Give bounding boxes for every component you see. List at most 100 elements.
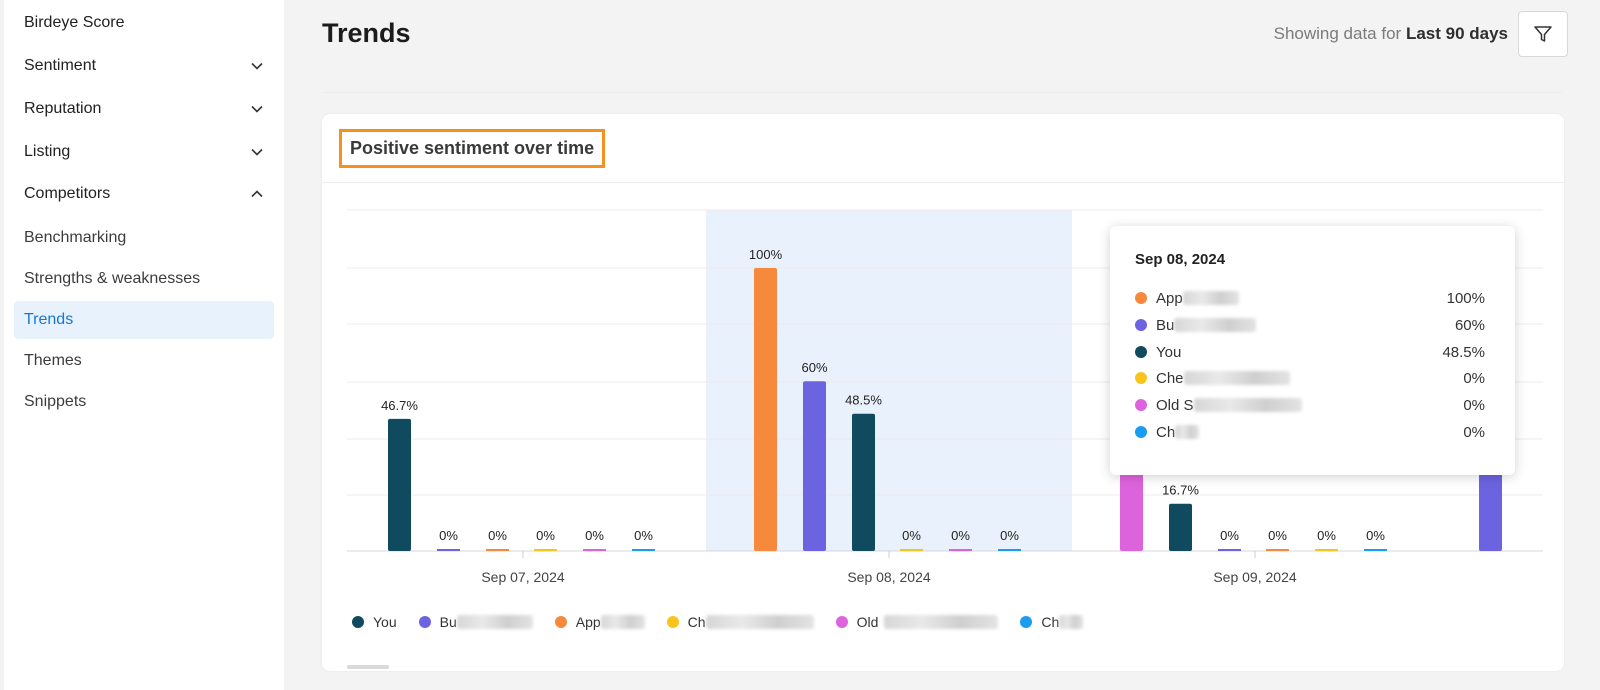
legend-item-you[interactable]: You — [352, 614, 397, 630]
subnav-label: Strengths & weaknesses — [24, 270, 201, 287]
bar[interactable] — [1266, 549, 1289, 551]
tooltip-dot — [1135, 399, 1147, 411]
legend-item-app[interactable]: App — [554, 614, 645, 630]
bar[interactable] — [1169, 503, 1192, 551]
redacted-text — [1193, 398, 1302, 412]
tooltip-series: App — [1156, 289, 1183, 307]
nav-label: Sentiment — [24, 57, 97, 74]
data-label: 0% — [585, 528, 604, 543]
bar[interactable] — [486, 549, 509, 551]
nav-sentiment[interactable]: Sentiment — [24, 53, 264, 79]
nav-label: Birdeye Score — [24, 14, 125, 31]
bar[interactable] — [632, 549, 655, 551]
legend-label: You — [373, 614, 397, 630]
header-divider — [322, 92, 1562, 93]
legend-dot — [554, 616, 567, 628]
nav-birdeye-score[interactable]: Birdeye Score — [24, 10, 264, 36]
legend-label: App — [575, 614, 601, 630]
tooltip-series: You — [1156, 343, 1182, 361]
bar[interactable] — [583, 549, 606, 551]
tooltip-series: Che — [1156, 369, 1184, 387]
redacted-text — [1059, 615, 1084, 629]
legend-dot — [352, 616, 364, 628]
bar[interactable] — [534, 549, 557, 551]
chevron-down-icon — [251, 62, 263, 70]
x-tick-label: Sep 09, 2024 — [1213, 569, 1297, 585]
tooltip-dot — [1135, 292, 1147, 304]
bar[interactable] — [803, 381, 826, 551]
nav-reputation[interactable]: Reputation — [24, 96, 264, 122]
data-label: 0% — [1366, 528, 1385, 543]
subnav-label: Benchmarking — [24, 229, 127, 246]
redacted-text — [884, 615, 999, 629]
data-label: 0% — [536, 528, 555, 543]
redacted-text — [1174, 318, 1257, 332]
tooltip-dot — [1135, 426, 1147, 438]
chevron-down-icon — [251, 105, 263, 113]
nav-label: Reputation — [24, 100, 102, 117]
bar[interactable] — [1364, 549, 1387, 551]
nav-label: Listing — [24, 143, 71, 160]
card-divider — [322, 182, 1564, 183]
subnav-strengths-weaknesses[interactable]: Strengths & weaknesses — [14, 260, 274, 298]
tooltip-value: 0% — [1463, 396, 1485, 414]
bar[interactable] — [900, 549, 923, 551]
tooltip-row: Ch 0% — [1135, 422, 1485, 442]
range-prefix: Showing data for — [1273, 24, 1402, 43]
tooltip-row: Che 0% — [1135, 368, 1485, 388]
nav-listing[interactable]: Listing — [24, 139, 264, 165]
tooltip-row: Bu 60% — [1135, 315, 1485, 335]
data-label: 60% — [801, 360, 827, 375]
legend-item-ch[interactable]: Ch — [1020, 614, 1084, 630]
redacted-text — [456, 615, 533, 629]
tooltip-value: 48.5% — [1442, 343, 1485, 361]
legend-dot — [1020, 616, 1033, 628]
subnav-snippets[interactable]: Snippets — [14, 383, 274, 421]
subnav-benchmarking[interactable]: Benchmarking — [14, 219, 274, 257]
data-label: 48.5% — [845, 393, 882, 408]
bar[interactable] — [998, 549, 1021, 551]
subnav-label: Snippets — [24, 393, 87, 410]
tooltip-value: 0% — [1463, 423, 1485, 441]
data-label: 0% — [951, 528, 970, 543]
main-content: Trends Showing data for Last 90 days Pos… — [284, 0, 1600, 690]
subnav-themes[interactable]: Themes — [14, 342, 274, 380]
tooltip-series: Bu — [1156, 316, 1175, 334]
tooltip-dot — [1135, 346, 1147, 358]
range-value: Last 90 days — [1405, 24, 1508, 43]
legend-dot — [418, 616, 431, 628]
bar[interactable] — [754, 268, 777, 551]
page-title: Trends — [322, 18, 411, 48]
data-label: 46.7% — [381, 398, 418, 413]
redacted-text — [1183, 371, 1290, 385]
legend-label: Old — [856, 614, 879, 630]
subnav-label: Trends — [24, 311, 74, 328]
data-label: 16.7% — [1162, 483, 1199, 498]
bar[interactable] — [949, 549, 972, 551]
tooltip-date: Sep 08, 2024 — [1135, 251, 1226, 268]
legend-item-old[interactable]: Old — [835, 614, 999, 630]
bar[interactable] — [1120, 456, 1143, 551]
filter-button[interactable] — [1518, 11, 1568, 57]
legend-item-che[interactable]: Ch — [666, 614, 814, 630]
legend-item-bu[interactable]: Bu — [418, 614, 533, 630]
bar[interactable] — [1218, 549, 1241, 551]
subnav-trends[interactable]: Trends — [14, 301, 274, 339]
bar[interactable] — [388, 418, 411, 551]
redacted-text — [705, 615, 814, 629]
bar[interactable] — [1315, 549, 1338, 551]
filter-icon — [1534, 26, 1552, 42]
horizontal-scrollbar[interactable] — [347, 665, 389, 669]
tooltip-dot — [1135, 319, 1147, 331]
redacted-text — [1175, 425, 1200, 439]
bar[interactable] — [852, 413, 875, 551]
tooltip-series: Old S — [1156, 396, 1194, 414]
redacted-text — [1182, 291, 1239, 305]
bar[interactable] — [437, 549, 460, 551]
tooltip-value: 100% — [1446, 289, 1485, 307]
tooltip-row: You 48.5% — [1135, 342, 1485, 362]
nav-competitors[interactable]: Competitors — [24, 181, 264, 207]
subnav-label: Themes — [24, 352, 82, 369]
redacted-text — [600, 615, 645, 629]
data-label: 0% — [1000, 528, 1019, 543]
